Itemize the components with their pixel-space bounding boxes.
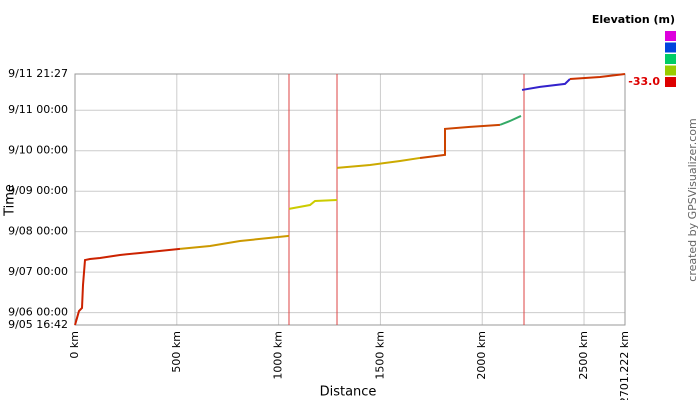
legend-swatch [665,42,676,53]
x-tick-label: 1500 km [373,331,386,380]
series-line [336,156,421,169]
x-tick-label: 500 km [170,331,183,373]
x-tick-label: 2701.222 km [618,331,631,400]
y-tick-label: 9/08 00:00 [8,225,68,238]
legend-swatch [665,65,676,76]
y-axis-label: Time [3,184,18,217]
series-line [74,247,181,326]
x-tick-label: 2000 km [475,331,488,380]
x-axis-label: Distance [320,385,377,400]
legend-swatch [665,77,676,87]
legend-title: Elevation (m) [592,13,675,26]
credit: created by GPSVisualizer.com [686,118,699,281]
series-line [569,73,626,80]
series-line [288,198,338,210]
series-line [521,78,571,91]
series-line [499,115,522,126]
legend-swatch [665,31,676,41]
x-tick-label: 0 km [68,331,81,359]
x-tick-label: 1000 km [272,331,285,380]
y-tick-label: 9/05 16:42 [8,318,68,331]
series-line [179,234,290,250]
y-tick-label: 9/11 21:27 [8,67,68,80]
y-tick-label: 9/09 00:00 [8,184,68,197]
plot-frame [74,73,626,326]
series-line [419,123,501,159]
legend-swatch [665,54,676,64]
legend-label: -33.0 [628,75,660,88]
y-tick-label: 9/07 00:00 [8,265,68,278]
y-tick-label: 9/10 00:00 [8,144,68,157]
y-tick-label: 9/11 00:00 [8,103,68,116]
x-tick-label: 2500 km [577,331,590,380]
y-tick-label: 9/06 00:00 [8,306,68,319]
